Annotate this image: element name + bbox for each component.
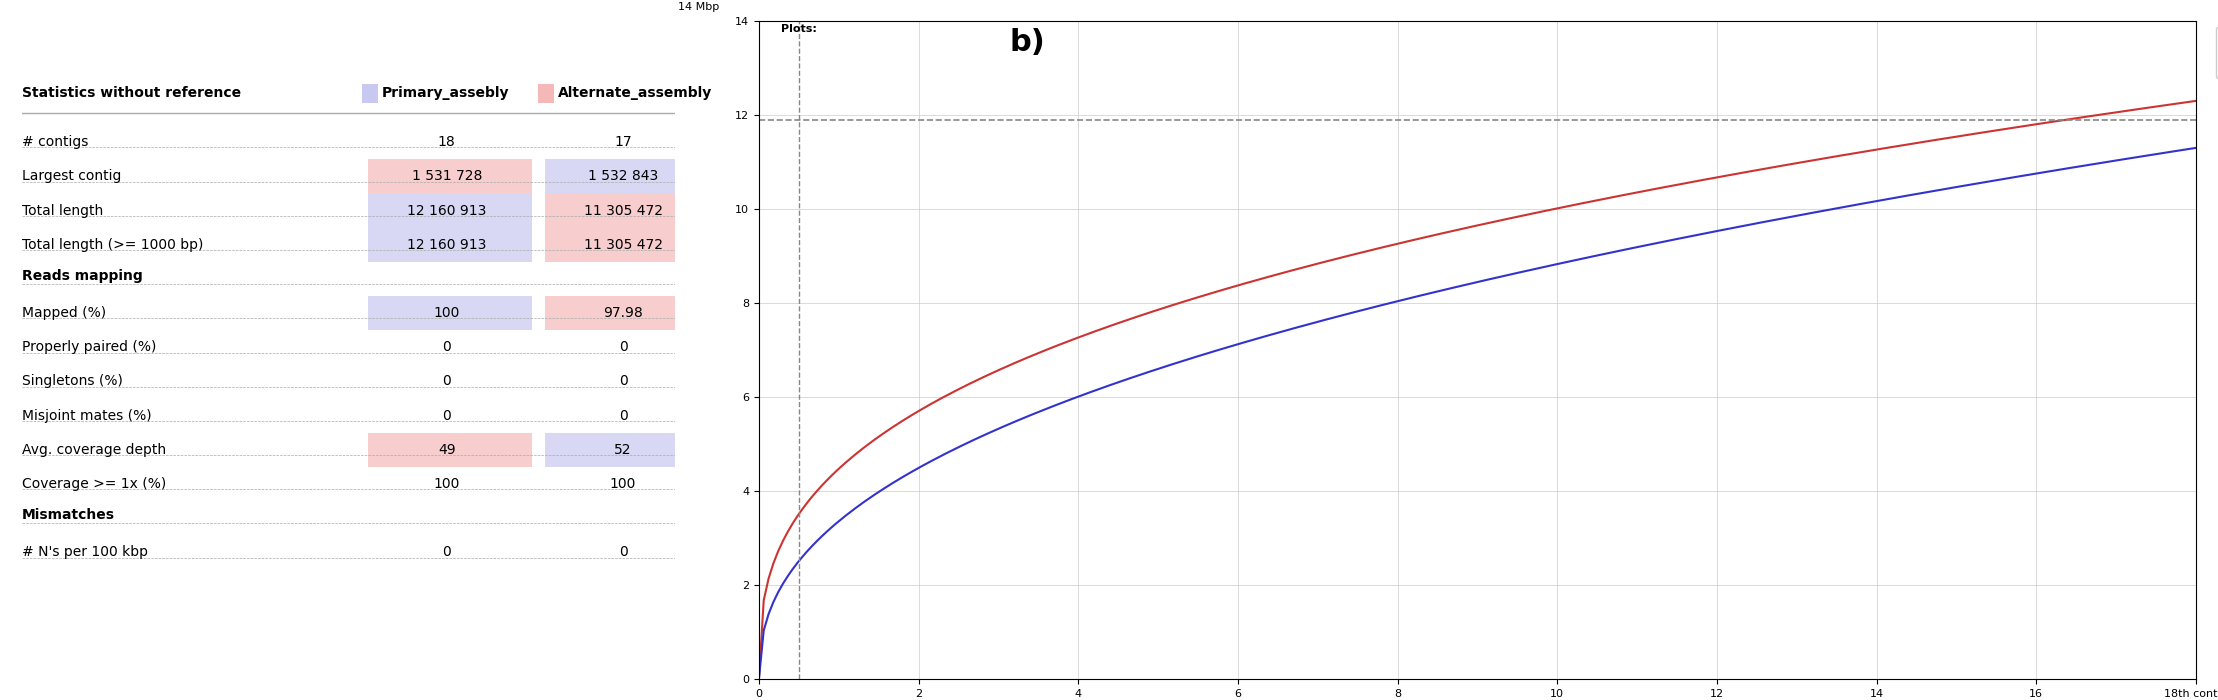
Text: 17: 17 — [614, 135, 632, 149]
Text: Mismatches: Mismatches — [22, 508, 115, 522]
reference — [825, 116, 852, 124]
Text: Mapped (%): Mapped (%) — [22, 306, 106, 320]
Text: 0: 0 — [441, 374, 450, 388]
FancyBboxPatch shape — [546, 433, 708, 467]
Text: Singletons (%): Singletons (%) — [22, 374, 122, 388]
Text: 1 531 728: 1 531 728 — [413, 169, 481, 183]
Primary_assebly — [745, 675, 772, 683]
FancyBboxPatch shape — [368, 433, 532, 467]
Text: 0: 0 — [619, 545, 628, 559]
Primary_assebly — [1626, 188, 1652, 197]
FancyBboxPatch shape — [368, 159, 532, 193]
Text: 100: 100 — [610, 477, 637, 491]
Text: 12 160 913: 12 160 913 — [408, 238, 486, 252]
Text: 18: 18 — [437, 135, 455, 149]
Alternate_assembly — [745, 675, 772, 683]
Text: 0: 0 — [441, 340, 450, 354]
Text: Total length (>= 1000 bp): Total length (>= 1000 bp) — [22, 238, 204, 252]
Primary_assebly — [750, 596, 776, 605]
Alternate_assembly — [2183, 144, 2209, 152]
FancyBboxPatch shape — [546, 159, 708, 193]
FancyBboxPatch shape — [368, 193, 532, 228]
Text: Alternate_assembly: Alternate_assembly — [557, 86, 712, 100]
Alternate_assembly — [1626, 243, 1652, 251]
Line: Primary_assebly: Primary_assebly — [759, 101, 2196, 679]
Text: 11 305 472: 11 305 472 — [583, 238, 663, 252]
Text: Total length: Total length — [22, 204, 104, 218]
Text: 0: 0 — [619, 374, 628, 388]
Text: Reads mapping: Reads mapping — [22, 269, 142, 283]
Text: 100: 100 — [433, 306, 459, 320]
Text: 49: 49 — [437, 443, 455, 457]
Text: 14 Mbp: 14 Mbp — [679, 1, 719, 12]
Line: Alternate_assembly: Alternate_assembly — [759, 148, 2196, 679]
Alternate_assembly — [1956, 181, 1983, 189]
Text: # N's per 100 kbp: # N's per 100 kbp — [22, 545, 149, 559]
Text: Properly paired (%): Properly paired (%) — [22, 340, 157, 354]
Text: 1 532 843: 1 532 843 — [588, 169, 659, 183]
Text: 52: 52 — [614, 443, 632, 457]
Text: Coverage >= 1x (%): Coverage >= 1x (%) — [22, 477, 166, 491]
Text: 0: 0 — [441, 545, 450, 559]
Alternate_assembly — [2047, 165, 2074, 174]
Text: Statistics without reference: Statistics without reference — [22, 86, 242, 100]
Text: Plots:: Plots: — [781, 24, 816, 34]
Text: Misjoint mates (%): Misjoint mates (%) — [22, 409, 151, 423]
Text: Primary_assebly: Primary_assebly — [381, 86, 508, 100]
Text: 11 305 472: 11 305 472 — [583, 204, 663, 218]
Text: 97.98: 97.98 — [603, 306, 643, 320]
Legend: Primary_assebly, Alternate_assembly, reference: Primary_assebly, Alternate_assembly, ref… — [2216, 27, 2218, 78]
FancyBboxPatch shape — [362, 83, 377, 103]
Text: 0: 0 — [619, 340, 628, 354]
Primary_assebly — [1601, 193, 1628, 201]
Text: 100: 100 — [433, 477, 459, 491]
Alternate_assembly — [1597, 248, 1624, 257]
FancyBboxPatch shape — [546, 228, 708, 262]
Text: 0: 0 — [441, 409, 450, 423]
Text: Avg. coverage depth: Avg. coverage depth — [22, 443, 166, 457]
FancyBboxPatch shape — [546, 193, 708, 228]
Primary_assebly — [2047, 116, 2074, 125]
Alternate_assembly — [750, 626, 776, 635]
reference — [745, 116, 772, 124]
Text: 12 160 913: 12 160 913 — [408, 204, 486, 218]
Primary_assebly — [1597, 194, 1624, 202]
FancyBboxPatch shape — [368, 228, 532, 262]
Text: 0: 0 — [619, 409, 628, 423]
FancyBboxPatch shape — [546, 296, 708, 330]
FancyBboxPatch shape — [539, 83, 554, 103]
Primary_assebly — [2183, 97, 2209, 105]
Text: b): b) — [1009, 28, 1045, 57]
FancyBboxPatch shape — [368, 296, 532, 330]
Alternate_assembly — [1601, 248, 1628, 256]
Primary_assebly — [1956, 130, 1983, 139]
Text: Largest contig: Largest contig — [22, 169, 122, 183]
Text: # contigs: # contigs — [22, 135, 89, 149]
